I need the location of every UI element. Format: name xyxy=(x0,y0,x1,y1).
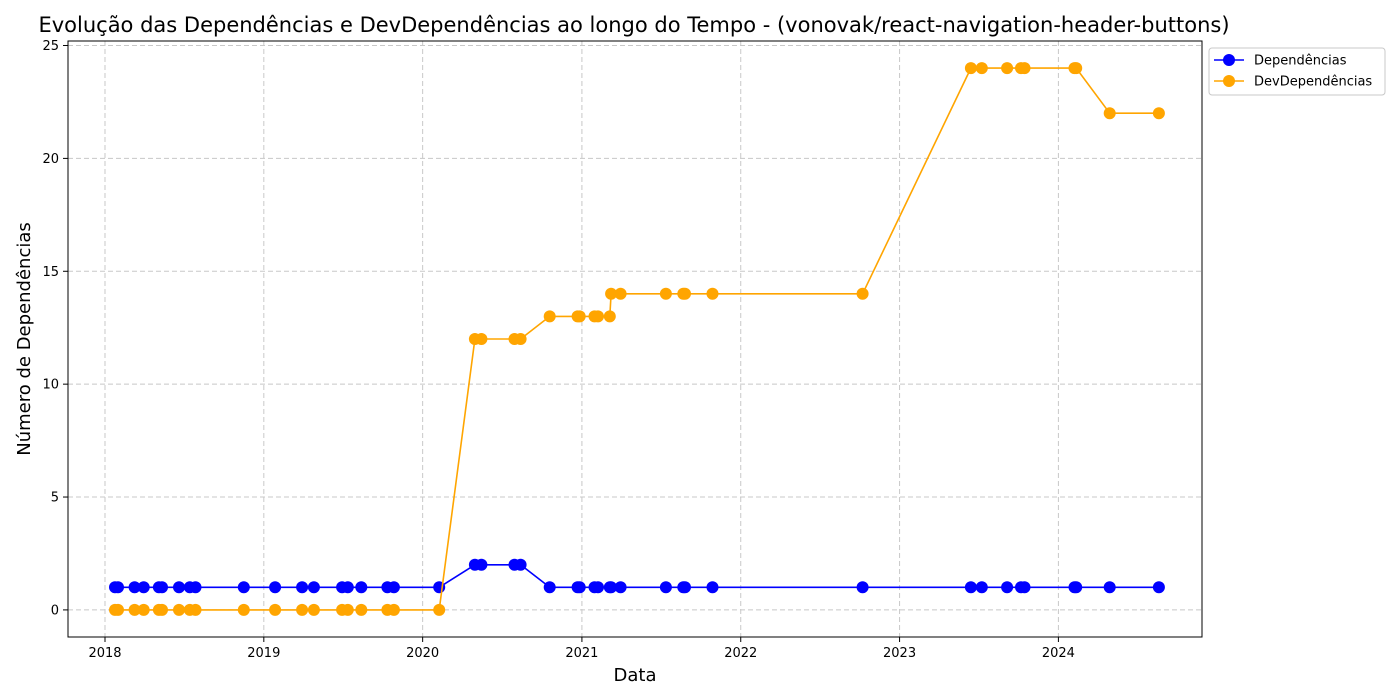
data-point xyxy=(1103,107,1116,120)
chart-title: Evolução das Dependências e DevDependênc… xyxy=(38,13,1229,37)
data-point xyxy=(156,581,168,594)
data-point xyxy=(156,603,168,616)
data-point xyxy=(128,581,141,594)
x-tick-label: 2021 xyxy=(565,646,598,661)
data-point xyxy=(659,287,672,300)
data-point xyxy=(856,581,869,594)
x-tick-label: 2023 xyxy=(883,646,916,661)
data-point xyxy=(237,603,250,616)
data-point xyxy=(237,581,250,594)
data-point xyxy=(387,581,400,594)
data-point xyxy=(679,287,691,300)
legend-label: DevDependências xyxy=(1254,75,1372,90)
data-point xyxy=(1018,581,1031,594)
y-tick-label: 0 xyxy=(51,603,59,618)
data-point xyxy=(514,558,527,571)
data-point xyxy=(173,603,185,616)
data-point xyxy=(341,603,354,616)
data-point xyxy=(137,603,150,616)
data-point xyxy=(387,603,400,616)
data-point xyxy=(355,603,368,616)
series-devdependencias xyxy=(109,62,1165,616)
x-axis-title: Data xyxy=(614,665,657,686)
data-point xyxy=(1070,62,1083,75)
legend-swatch-marker xyxy=(1223,75,1235,87)
data-point xyxy=(1018,62,1031,75)
data-point xyxy=(592,310,604,323)
x-tick-label: 2022 xyxy=(724,646,757,661)
legend: Dependências DevDependências xyxy=(1208,47,1386,96)
data-point xyxy=(614,581,627,594)
data-point xyxy=(189,581,202,594)
data-point xyxy=(592,581,604,594)
data-point xyxy=(307,603,320,616)
data-point xyxy=(964,62,977,75)
data-point xyxy=(475,558,488,571)
data-point xyxy=(573,310,586,323)
x-tick-label: 2019 xyxy=(247,646,280,661)
data-point xyxy=(1152,107,1165,120)
x-tick-label: 2018 xyxy=(88,646,121,661)
data-point xyxy=(1001,62,1014,75)
data-point xyxy=(514,333,527,345)
y-axis: 0 5 10 15 20 25 xyxy=(42,39,68,618)
data-point xyxy=(1152,581,1165,594)
data-point xyxy=(475,333,488,345)
data-point xyxy=(112,581,124,594)
data-point xyxy=(975,581,988,594)
data-point xyxy=(433,603,446,616)
y-tick-label: 15 xyxy=(42,265,59,280)
data-point xyxy=(1001,581,1014,594)
data-point xyxy=(296,603,309,616)
x-tick-label: 2020 xyxy=(406,646,439,661)
data-point xyxy=(659,581,672,594)
data-point xyxy=(543,310,556,323)
data-point xyxy=(296,581,309,594)
data-point xyxy=(964,581,977,594)
data-point xyxy=(128,603,141,616)
plot-area xyxy=(67,40,1203,638)
data-point xyxy=(975,62,988,75)
data-point xyxy=(189,603,202,616)
data-point xyxy=(1103,581,1116,594)
legend-swatch-marker xyxy=(1223,54,1235,66)
series-dependencias xyxy=(109,558,1165,594)
y-axis-title: Número de Dependências xyxy=(14,222,35,456)
data-point xyxy=(269,603,282,616)
data-point xyxy=(605,287,618,300)
y-tick-label: 20 xyxy=(42,152,59,167)
data-point xyxy=(614,287,627,300)
data-point xyxy=(573,581,586,594)
x-tick-label: 2024 xyxy=(1042,646,1075,661)
plot-frame xyxy=(67,40,1203,638)
y-tick-label: 5 xyxy=(51,491,59,506)
data-point xyxy=(137,581,150,594)
data-point xyxy=(173,581,185,594)
data-point xyxy=(341,581,354,594)
data-point xyxy=(856,287,869,300)
series-layer xyxy=(109,62,1165,616)
data-point xyxy=(269,581,282,594)
data-point xyxy=(706,581,719,594)
x-axis: 2018 2019 2020 2021 2022 2023 2024 xyxy=(88,637,1075,661)
series-line xyxy=(115,67,1159,611)
data-point xyxy=(543,581,556,594)
y-tick-label: 25 xyxy=(42,39,59,54)
data-point xyxy=(112,603,124,616)
data-point xyxy=(679,581,691,594)
legend-frame xyxy=(1208,47,1386,96)
data-point xyxy=(706,287,719,300)
data-point xyxy=(605,581,618,594)
legend-items: Dependências DevDependências xyxy=(1214,54,1372,90)
data-point xyxy=(307,581,320,594)
data-point xyxy=(1070,581,1083,594)
data-point xyxy=(355,581,368,594)
legend-label: Dependências xyxy=(1254,54,1347,69)
grid-lines xyxy=(68,41,1202,637)
data-point xyxy=(603,310,616,323)
y-tick-label: 10 xyxy=(42,378,59,393)
